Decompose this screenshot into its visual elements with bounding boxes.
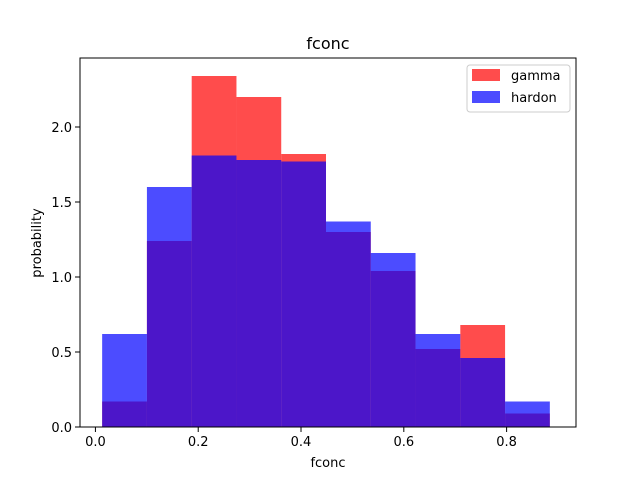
y-axis-label: probability: [30, 208, 45, 278]
bar-hardon-1: [146, 187, 192, 427]
bar-hardon-5: [325, 221, 371, 427]
legend-label-gamma: gamma: [511, 69, 561, 84]
bar-hardon-9: [505, 401, 550, 427]
chart-title: fconc: [306, 34, 349, 53]
y-tick-label: 2.0: [51, 121, 72, 136]
x-tick-label: 0.2: [188, 435, 209, 450]
x-tick-label: 0.8: [496, 435, 517, 450]
y-tick-label: 0.0: [51, 421, 72, 436]
bar-hardon-7: [415, 334, 461, 427]
y-tick-label: 1.5: [51, 196, 72, 211]
legend: gamma hardon: [466, 64, 571, 113]
legend-label-hardon: hardon: [511, 91, 557, 106]
bar-hardon-8: [460, 358, 506, 427]
bar-hardon-4: [281, 161, 326, 427]
y-tick-label: 0.5: [51, 346, 72, 361]
plot-frame: [79, 57, 577, 428]
bar-hardon-3: [236, 160, 282, 427]
bars-layer: [102, 76, 550, 427]
legend-swatch-gamma: [472, 69, 500, 81]
bar-hardon-2: [191, 155, 237, 427]
y-axis-ticks: 0.0 0.5 1.0 1.5 2.0: [51, 121, 80, 436]
x-tick-label: 0.4: [291, 435, 312, 450]
legend-swatch-hardon: [472, 91, 500, 103]
x-tick-label: 0.0: [85, 435, 106, 450]
bar-hardon-6: [370, 253, 416, 427]
x-tick-label: 0.6: [393, 435, 414, 450]
x-axis-ticks: 0.0 0.2 0.4 0.6 0.8: [85, 427, 517, 450]
x-axis-label: fconc: [310, 456, 345, 471]
bar-hardon-0: [102, 334, 147, 427]
y-tick-label: 1.0: [51, 271, 72, 286]
